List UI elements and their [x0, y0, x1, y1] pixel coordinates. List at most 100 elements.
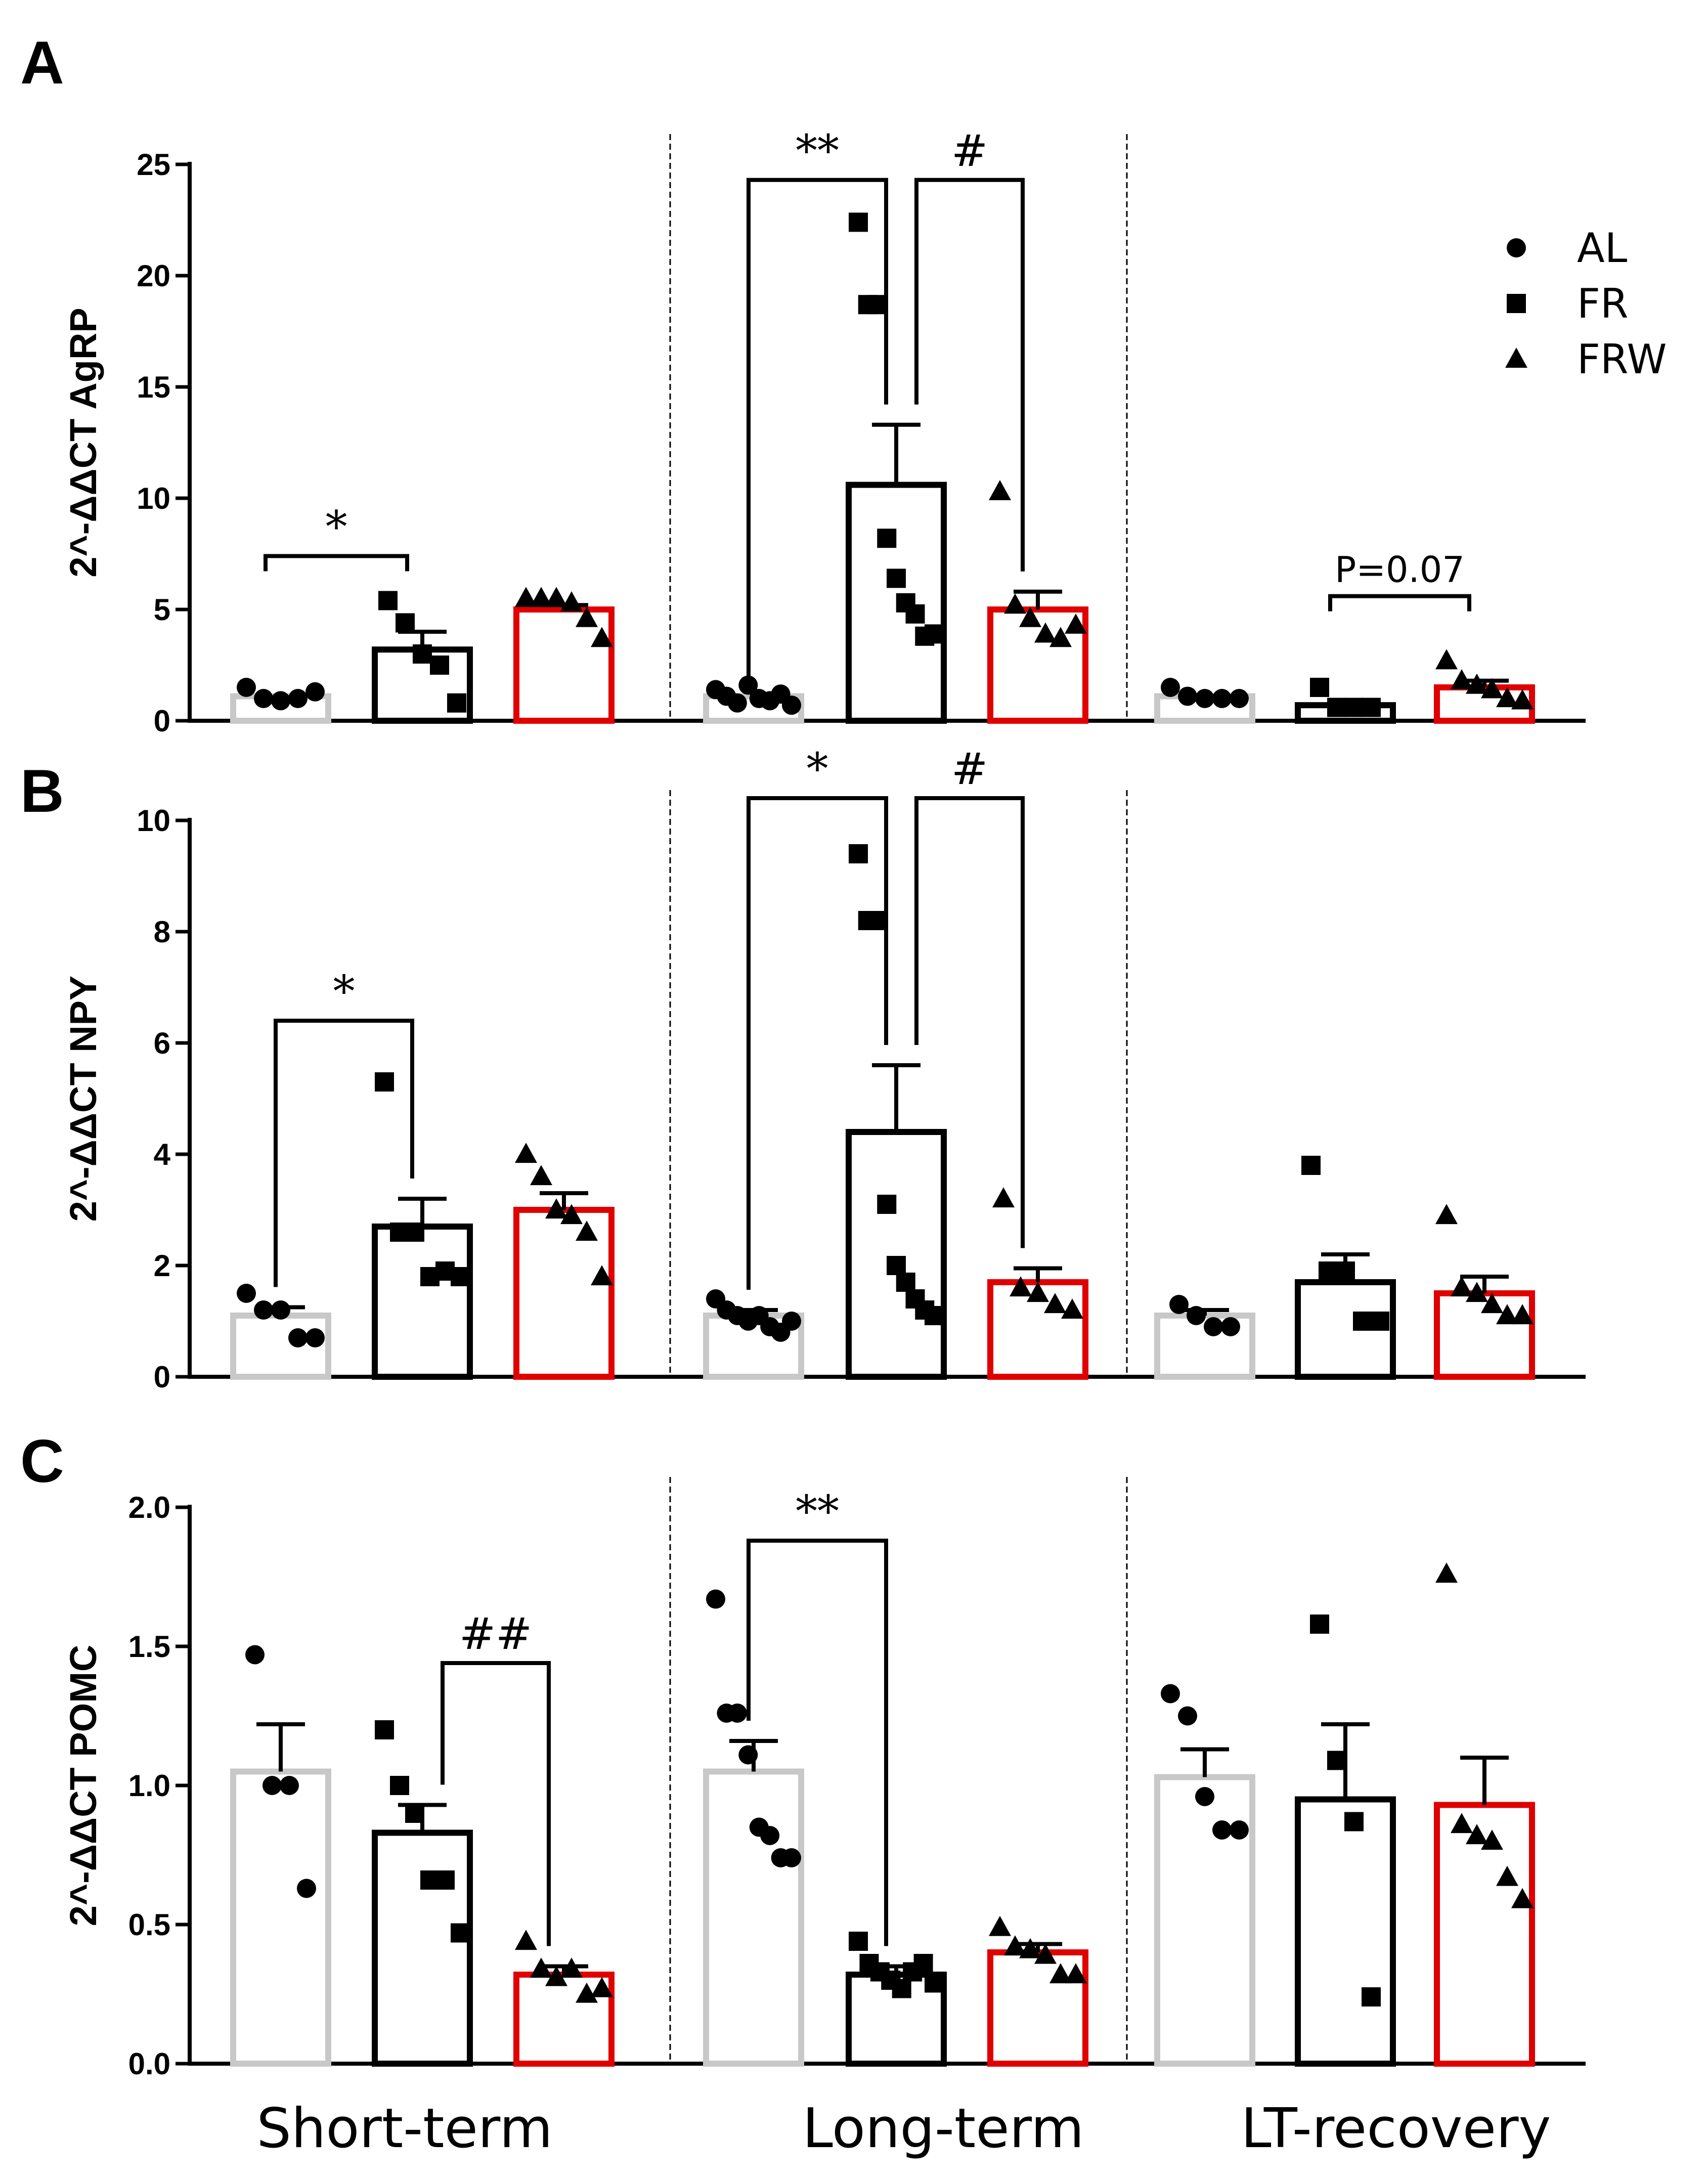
- point-FR: [1336, 1261, 1355, 1281]
- point-FR: [925, 1306, 944, 1325]
- legend-marker-AL: [1507, 238, 1526, 257]
- bar-FR: [1295, 1796, 1396, 2067]
- y-tick-label: 8: [154, 915, 170, 949]
- point-AL: [271, 1300, 290, 1320]
- point-FRW: [1435, 1204, 1458, 1225]
- significance-annotation: #: [914, 126, 1025, 572]
- point-AL: [297, 1879, 316, 1898]
- significance-label: *: [807, 744, 828, 795]
- point-AL: [262, 1776, 282, 1795]
- point-FR: [1370, 1312, 1389, 1331]
- point-FR: [396, 613, 415, 633]
- point-FR: [877, 529, 897, 548]
- point-FR: [877, 1195, 897, 1214]
- point-AL: [782, 695, 801, 715]
- point-FR: [887, 1256, 906, 1275]
- point-FRW: [1049, 1963, 1072, 1984]
- point-FRW: [1004, 593, 1026, 614]
- point-FRW: [1061, 1298, 1083, 1319]
- point-AL: [1195, 689, 1214, 708]
- point-FR: [451, 1923, 470, 1943]
- point-FRW: [576, 606, 598, 627]
- significance-annotation: **: [747, 1487, 888, 1946]
- significance-annotation: *: [264, 502, 409, 572]
- panel-B: B 2^-ΔΔCT NPY 0 2 4 6 8 10 * * #: [20, 744, 1586, 1394]
- point-AL: [1195, 1787, 1214, 1806]
- y-axis-label: 2^-ΔΔCT POMC: [62, 1645, 104, 1927]
- legend-marker-FR: [1507, 294, 1526, 313]
- legend-label: AL: [1577, 225, 1628, 272]
- point-FRW: [1496, 687, 1518, 708]
- bar-FR: [372, 1829, 473, 2067]
- y-axis-label: 2^-ΔΔCT NPY: [62, 976, 104, 1222]
- y-axis-label: 2^-ΔΔCT AgRP: [62, 308, 104, 577]
- y-tick-label: 2.0: [128, 1491, 170, 1524]
- x-group-label: LT-recovery: [1241, 2097, 1551, 2160]
- point-FR: [1327, 697, 1346, 717]
- bar-FRW: [987, 1949, 1088, 2067]
- point-FR: [925, 1973, 944, 1993]
- bar-AL: [230, 1768, 331, 2067]
- point-FR: [378, 591, 398, 610]
- point-FR: [405, 1804, 424, 1823]
- point-FRW: [560, 1204, 583, 1225]
- point-FRW: [1511, 1304, 1534, 1325]
- significance-annotation: *: [747, 744, 888, 1290]
- point-FR: [375, 1072, 394, 1092]
- point-FRW: [591, 1265, 613, 1286]
- point-FRW: [1481, 678, 1503, 699]
- bracket: [1328, 594, 1471, 612]
- bracket: [914, 178, 1025, 572]
- point-AL: [760, 1826, 780, 1845]
- y-tick-label: 6: [154, 1026, 170, 1060]
- point-AL: [288, 689, 308, 708]
- point-FR: [375, 1720, 394, 1739]
- point-FRW: [530, 587, 552, 607]
- significance-annotation: *: [274, 967, 414, 1287]
- point-FR: [896, 1273, 915, 1292]
- point-FRW: [1034, 622, 1057, 643]
- significance-label: #: [951, 126, 988, 177]
- point-FR: [430, 656, 449, 675]
- significance-label: **: [796, 126, 839, 177]
- point-FR: [413, 644, 432, 664]
- point-FRW: [545, 1966, 567, 1986]
- point-FR: [1310, 1615, 1329, 1634]
- point-FRW: [545, 587, 567, 607]
- point-AL: [727, 1704, 747, 1723]
- point-AL: [288, 1328, 308, 1347]
- bar-FR: [846, 1129, 947, 1380]
- bar-FRW: [513, 1207, 615, 1380]
- point-FRW: [560, 591, 583, 612]
- bar-FRW: [1434, 1290, 1535, 1380]
- x-group-label: Short-term: [256, 2097, 552, 2160]
- panel-letter: B: [20, 757, 64, 825]
- point-FR: [849, 1932, 868, 1951]
- y-tick-label: 25: [137, 148, 170, 182]
- significance-annotation: P=0.07: [1328, 549, 1471, 612]
- bracket: [747, 796, 888, 1290]
- point-AL: [254, 689, 273, 708]
- significance-label: ##: [459, 1609, 532, 1660]
- point-FRW: [1511, 1888, 1534, 1908]
- point-AL: [1221, 1317, 1240, 1336]
- point-FR: [849, 844, 868, 863]
- point-FRW: [1049, 627, 1072, 647]
- point-AL: [1212, 1820, 1232, 1840]
- point-FR: [892, 1979, 911, 1998]
- bracket: [747, 178, 888, 676]
- point-AL: [1187, 1306, 1206, 1325]
- point-FRW: [1466, 673, 1488, 694]
- y-tick-label: 1.5: [128, 1630, 170, 1664]
- point-FRW: [992, 1187, 1015, 1208]
- point-FRW: [1466, 1824, 1488, 1845]
- point-AL: [738, 1745, 758, 1765]
- point-AL: [782, 1848, 801, 1867]
- point-FR: [1362, 1987, 1381, 2006]
- point-FRW: [515, 1143, 537, 1163]
- significance-annotation: ##: [441, 1609, 551, 1946]
- panel-letter: A: [20, 29, 64, 97]
- point-FR: [447, 693, 466, 713]
- point-FR: [390, 1776, 409, 1795]
